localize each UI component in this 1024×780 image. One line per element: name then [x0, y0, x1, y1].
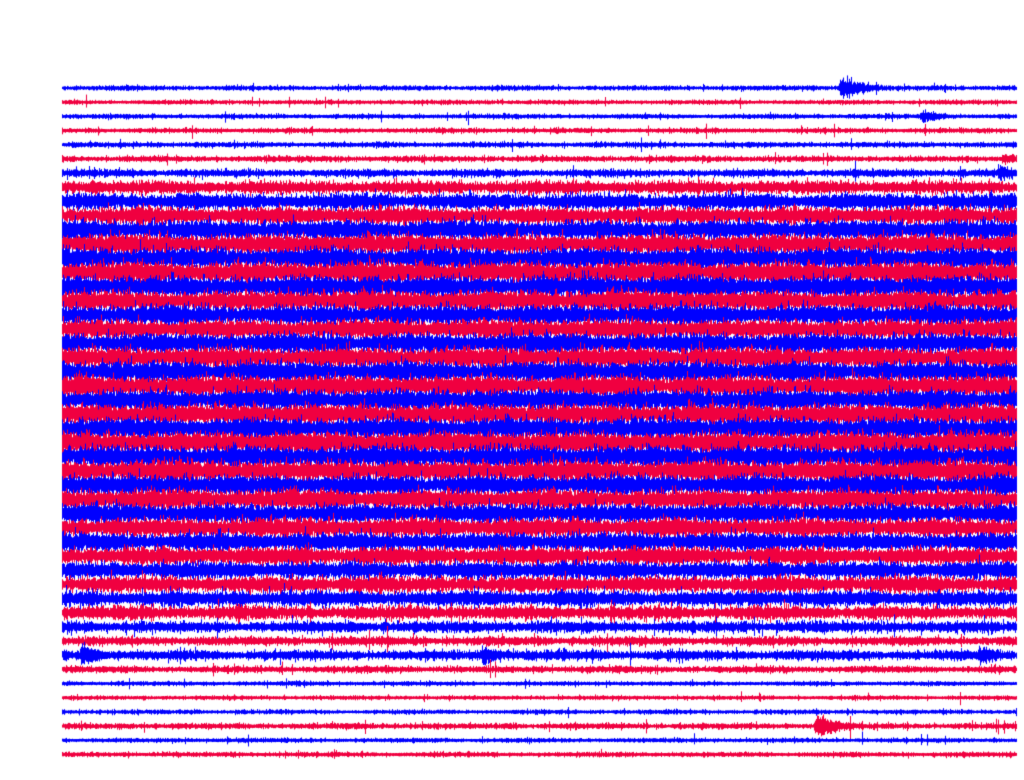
helicorder-page: HC Tei-Chania Applied filter: WWSSN-SP 2…	[0, 0, 1024, 780]
seismogram-traces	[0, 0, 1024, 780]
